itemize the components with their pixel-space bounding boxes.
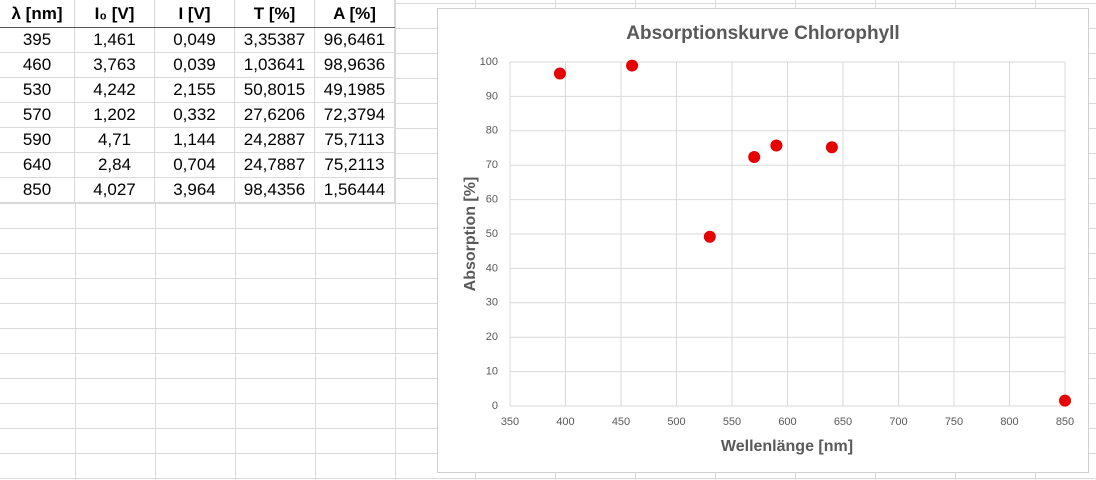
column-header: A [%] <box>314 0 395 28</box>
table-cell: 2,155 <box>154 77 235 103</box>
y-tick-label: 90 <box>486 90 498 102</box>
table-cell: 0,049 <box>154 27 235 53</box>
data-point <box>1059 394 1071 407</box>
table-row: 570 1,202 0,332 27,6206 72,3794 <box>0 102 395 128</box>
table-cell: 4,027 <box>74 177 155 203</box>
y-tick-label: 50 <box>486 228 498 240</box>
table-cell: 590 <box>0 127 75 153</box>
x-tick-label: 750 <box>945 416 963 428</box>
x-tick-label: 650 <box>834 416 852 428</box>
data-table: λ [nm] I₀ [V] I [V] T [%] A [%] 395 1,461 0,049… <box>0 0 395 203</box>
table-cell: 4,242 <box>74 77 155 103</box>
chart-title: Absorptionskurve Chlorophyll <box>626 23 899 44</box>
y-tick-label: 70 <box>486 159 498 171</box>
table-cell: 1,202 <box>74 102 155 128</box>
table-cell: 1,461 <box>74 27 155 53</box>
table-cell: 75,7113 <box>314 127 395 153</box>
table-cell: 1,56444 <box>314 177 395 203</box>
table-cell: 4,71 <box>74 127 155 153</box>
table-cell: 1,03641 <box>234 52 315 78</box>
x-tick-label: 400 <box>556 416 574 428</box>
x-tick-label: 350 <box>501 416 519 428</box>
table-cell: 72,3794 <box>314 102 395 128</box>
y-tick-label: 0 <box>492 400 498 412</box>
table-cell: 640 <box>0 152 75 178</box>
table-cell: 24,2887 <box>234 127 315 153</box>
x-axis-label: Wellenlänge [nm] <box>721 438 853 455</box>
header-row: λ [nm] I₀ [V] I [V] T [%] A [%] <box>0 0 395 28</box>
table-row: 395 1,461 0,049 3,35387 96,6461 <box>0 27 395 53</box>
chart: Absorptionskurve Chlorophyll Wellenlänge… <box>437 8 1089 473</box>
table-cell: 0,332 <box>154 102 235 128</box>
table-cell: 0,039 <box>154 52 235 78</box>
table-cell: 3,763 <box>74 52 155 78</box>
table-cell: 570 <box>0 102 75 128</box>
table-cell: 75,2113 <box>314 152 395 178</box>
y-tick-label: 10 <box>486 366 498 378</box>
table-cell: 530 <box>0 77 75 103</box>
table-cell: 0,704 <box>154 152 235 178</box>
table-cell: 3,35387 <box>234 27 315 53</box>
table-cell: 24,7887 <box>234 152 315 178</box>
table-row: 460 3,763 0,039 1,03641 98,9636 <box>0 52 395 78</box>
x-tick-label: 700 <box>889 416 907 428</box>
x-tick-label: 500 <box>667 416 685 428</box>
data-point <box>626 59 639 72</box>
table-cell: 50,8015 <box>234 77 315 103</box>
table-cell: 395 <box>0 27 75 53</box>
table-row: 850 4,027 3,964 98,4356 1,56444 <box>0 177 395 203</box>
y-tick-label: 20 <box>486 331 498 343</box>
table-row: 590 4,71 1,144 24,2887 75,7113 <box>0 127 395 153</box>
column-header: T [%] <box>234 0 315 28</box>
data-point <box>703 230 716 243</box>
x-tick-label: 450 <box>612 416 630 428</box>
table-cell: 27,6206 <box>234 102 315 128</box>
data-point <box>770 139 783 152</box>
column-header: I₀ [V] <box>74 0 155 28</box>
table-cell: 96,6461 <box>314 27 395 53</box>
data-point <box>825 141 838 154</box>
table-cell: 1,144 <box>154 127 235 153</box>
table-cell: 850 <box>0 177 75 203</box>
y-tick-label: 60 <box>486 194 498 206</box>
y-axis-label: Absorption [%] <box>462 177 479 292</box>
table-cell: 2,84 <box>74 152 155 178</box>
table-row: 640 2,84 0,704 24,7887 75,2113 <box>0 152 395 178</box>
data-point <box>553 67 566 80</box>
y-tick-label: 80 <box>486 125 498 137</box>
data-point <box>748 151 761 164</box>
table-cell: 49,1985 <box>314 77 395 103</box>
y-tick-label: 40 <box>486 262 498 274</box>
table-cell: 460 <box>0 52 75 78</box>
column-header: I [V] <box>154 0 235 28</box>
x-tick-label: 600 <box>778 416 796 428</box>
table-cell: 3,964 <box>154 177 235 203</box>
table-cell: 98,4356 <box>234 177 315 203</box>
table-row: 530 4,242 2,155 50,8015 49,1985 <box>0 77 395 103</box>
y-tick-label: 30 <box>486 297 498 309</box>
table-cell: 98,9636 <box>314 52 395 78</box>
chart-frame <box>437 8 1089 473</box>
x-tick-label: 850 <box>1056 416 1074 428</box>
y-tick-label: 100 <box>480 56 498 68</box>
x-tick-label: 800 <box>1000 416 1018 428</box>
x-tick-label: 550 <box>723 416 741 428</box>
column-header: λ [nm] <box>0 0 75 28</box>
